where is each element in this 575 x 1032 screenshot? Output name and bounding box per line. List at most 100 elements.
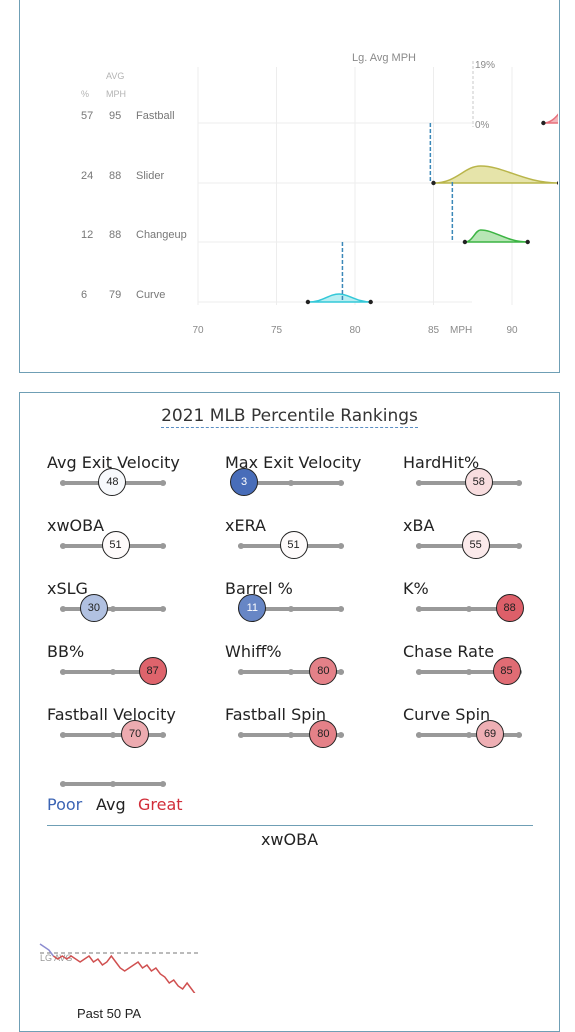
pitch-pct: 57 (81, 110, 93, 122)
pitch-row-changeup: 12 88 Changeup (81, 182, 530, 245)
percentile-track-hardhit: 58 (416, 468, 522, 496)
metric-label-xera: xERA (225, 516, 266, 535)
range-max-dot (525, 239, 530, 245)
range-min-dot (305, 299, 311, 305)
percentile-track-k: 88 (416, 594, 524, 622)
percentile-bubble-fastball-velocity[interactable]: 70 (121, 720, 150, 748)
pitch-distribution (307, 293, 371, 303)
percentile-track-avg-exit-velocity: 48 (60, 468, 166, 496)
percentile-bubble-xba[interactable]: 55 (461, 531, 490, 559)
range-min-dot (462, 239, 468, 245)
percentile-track-curve-spin: 69 (416, 720, 522, 748)
x-tick-label: 80 (349, 325, 361, 336)
percentile-bubble-max-exit-velocity[interactable]: 3 (230, 468, 259, 496)
metric-label-chase-rate: Chase Rate (403, 642, 495, 661)
percentile-bubble-bb[interactable]: 87 (138, 657, 167, 685)
percentile-track-whiff: 80 (238, 657, 344, 685)
metric-label-k: K% (403, 579, 429, 598)
pitch-row-fastball: 57 95 Fastball (81, 110, 558, 126)
x-tick-label: 75 (271, 325, 283, 336)
scale-bottom-label: 0% (475, 120, 490, 131)
col-header-pct: % (81, 89, 89, 99)
metric-label-barrel: Barrel % (225, 579, 293, 598)
metric-label-xwoba: xwOBA (47, 516, 105, 535)
metric-label-whiff: Whiff% (225, 642, 282, 661)
pitch-avg: 88 (109, 229, 121, 241)
pitch-rows: 57 95 Fastball 24 88 Slider 12 88 Changeup 6 79 Cur… (81, 110, 558, 305)
metric-label-xba: xBA (403, 516, 435, 535)
pitch-distribution (464, 229, 528, 243)
percentile-track-xera: 51 (238, 531, 344, 559)
pitch-grid: 707580859095100 (192, 61, 518, 336)
metric-label-hardhit: HardHit% (403, 453, 480, 472)
percentile-track-barrel: 11 (238, 594, 344, 622)
sparkline-above (52, 954, 196, 993)
pitch-row-slider: 24 88 Slider (81, 123, 558, 186)
percentile-track-chase-rate: 85 (416, 657, 522, 685)
percentile-bubble-chase-rate[interactable]: 85 (492, 657, 521, 685)
percentile-track-fastball-spin: 80 (238, 720, 344, 748)
percentile-bubble-whiff[interactable]: 80 (309, 657, 338, 685)
past-pa-label: Past 50 PA (77, 1006, 142, 1021)
legend-track (60, 781, 166, 787)
pitch-avg: 79 (109, 289, 121, 301)
metric-label-avg-exit-velocity: Avg Exit Velocity (47, 453, 180, 472)
percentile-track-bb: 87 (60, 657, 167, 685)
pitch-pct: 6 (81, 289, 87, 301)
col-header-mph: MPH (106, 89, 126, 99)
percentile-card: 2021 MLB Percentile Rankings Avg Exit Ve… (19, 392, 560, 1032)
x-tick-label: 90 (506, 325, 518, 336)
metric-label-curve-spin: Curve Spin (403, 705, 491, 724)
pitch-distribution (543, 113, 558, 124)
pitch-distribution (433, 165, 558, 184)
metric-label-max-exit-velocity: Max Exit Velocity (225, 453, 362, 472)
pitch-velocity-chart: Lg. Avg MPH 19% 0% % AVG MPH MPH 70 75 80 8… (81, 52, 558, 336)
pitch-velocity-card: Lg. Avg MPH 19% 0% % AVG MPH MPH 70 75 80 8… (19, 0, 560, 373)
range-min-dot (541, 120, 546, 126)
percentile-track-xba: 55 (416, 531, 522, 559)
scale-top-label: 19% (475, 60, 495, 71)
sparkline-below (39, 943, 54, 957)
pitch-name: Curve (136, 289, 165, 301)
percentile-track-xslg: 30 (60, 594, 166, 622)
x-tick-label: 70 (192, 325, 204, 336)
metric-label-fastball-velocity: Fastball Velocity (47, 705, 176, 724)
section-divider (47, 825, 533, 826)
metric-label-xslg: xSLG (47, 579, 88, 598)
pitch-name: Slider (136, 170, 164, 182)
range-max-dot (556, 181, 558, 185)
percentile-bubble-barrel[interactable]: 11 (238, 594, 267, 622)
pitch-name: Fastball (136, 110, 175, 122)
pitch-row-curve: 6 79 Curve (81, 242, 472, 305)
percentile-bubble-k[interactable]: 88 (495, 594, 524, 622)
lg-avg-label: Lg. Avg MPH (352, 52, 416, 64)
range-max-dot (368, 299, 373, 305)
pitch-avg: 95 (109, 110, 121, 122)
percentile-bubble-hardhit[interactable]: 58 (464, 468, 493, 496)
xwoba-sparkline: LG AVG (39, 943, 198, 993)
col-header-avg: AVG (106, 71, 124, 81)
pitch-name: Changeup (136, 229, 187, 241)
legend-poor: Poor (47, 795, 83, 814)
pitch-pct: 24 (81, 170, 93, 182)
percentile-bubble-xwoba[interactable]: 51 (101, 531, 130, 559)
percentile-bubble-curve-spin[interactable]: 69 (476, 720, 505, 748)
percentile-track-fastball-velocity: 70 (60, 720, 166, 748)
percentile-bubble-fastball-spin[interactable]: 80 (309, 720, 338, 748)
range-min-dot (431, 180, 436, 186)
x-tick-label: 85 (428, 325, 440, 336)
xwoba-subtitle: xwOBA (260, 830, 319, 849)
percentile-bubble-xslg[interactable]: 30 (79, 594, 108, 622)
metric-label-fastball-spin: Fastball Spin (225, 705, 326, 724)
legend-great: Great (138, 795, 183, 814)
pitch-avg: 88 (109, 170, 121, 182)
percentile-bubble-avg-exit-velocity[interactable]: 48 (98, 468, 127, 496)
legend-avg: Avg (96, 795, 126, 814)
axis-unit-label: MPH (450, 325, 472, 336)
metric-label-bb: BB% (47, 642, 85, 661)
percentile-track-max-exit-velocity: 3 (230, 468, 344, 496)
pitch-pct: 12 (81, 229, 93, 241)
percentile-bubble-xera[interactable]: 51 (279, 531, 308, 559)
percentile-title: 2021 MLB Percentile Rankings (161, 406, 418, 428)
percentile-track-xwoba: 51 (60, 531, 166, 559)
